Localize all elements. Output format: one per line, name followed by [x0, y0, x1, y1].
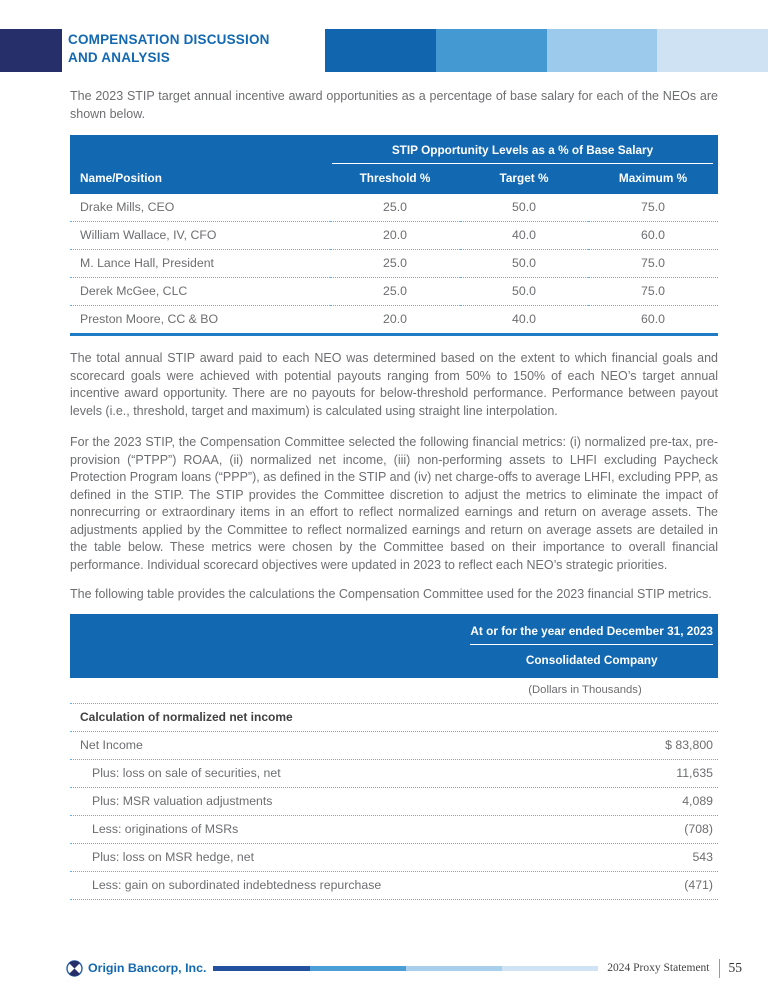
neo-name: William Wallace, IV, CFO [70, 221, 330, 250]
target-value: 40.0 [460, 305, 588, 336]
footer-bar-segment-medium [309, 965, 406, 971]
section-title: Calculation of normalized net income [80, 709, 293, 724]
table-row: Plus: MSR valuation adjustments 4,089 [70, 788, 718, 816]
stip-group-header: STIP Opportunity Levels as a % of Base S… [332, 143, 714, 164]
footer-bar-segment-light [405, 965, 503, 971]
stip-column-header-row: Name/Position Threshold % Target % Maxim… [70, 164, 719, 194]
stip-opportunity-table: STIP Opportunity Levels as a % of Base S… [70, 135, 719, 336]
footer-company-name: Origin Bancorp, Inc. [88, 961, 207, 975]
units-note: (Dollars in Thousands) [528, 683, 642, 696]
maximum-value: 75.0 [588, 277, 719, 306]
footer-document-label: 2024 Proxy Statement [607, 962, 710, 974]
threshold-value: 25.0 [330, 249, 460, 278]
page-header: COMPENSATION DISCUSSION AND ANALYSIS [0, 29, 768, 72]
table-row: M. Lance Hall, President 25.0 50.0 75.0 [70, 249, 719, 278]
table-row: Plus: loss on sale of securities, net 11… [70, 760, 718, 788]
header-gradient-bar [325, 29, 768, 72]
column-maximum: Maximum % [588, 164, 719, 194]
threshold-value: 25.0 [330, 194, 460, 222]
table-row: Net Income $ 83,800 [70, 732, 718, 760]
row-label: Less: gain on subordinated indebtedness … [92, 877, 382, 892]
navy-accent-block [0, 29, 62, 72]
footer-bar-segment-pale [502, 965, 599, 971]
threshold-value: 25.0 [330, 277, 460, 306]
empty-header-cell [70, 135, 330, 164]
row-label: Plus: loss on MSR hedge, net [92, 849, 254, 864]
threshold-value: 20.0 [330, 305, 460, 336]
column-name-position: Name/Position [70, 164, 330, 194]
normalized-net-income-table: At or for the year ended December 31, 20… [70, 613, 718, 900]
origin-bancorp-logo-icon [66, 959, 83, 977]
table-row: Plus: loss on MSR hedge, net 543 [70, 844, 718, 872]
target-value: 50.0 [460, 249, 588, 278]
company-header: Consolidated Company [525, 652, 658, 667]
row-value: 4,089 [682, 793, 713, 808]
maximum-value: 60.0 [588, 305, 719, 336]
units-note-row: (Dollars in Thousands) [70, 678, 718, 704]
bar-segment-light-blue [546, 29, 658, 72]
bar-segment-medium-blue [435, 29, 547, 72]
calc-table-header: At or for the year ended December 31, 20… [70, 613, 718, 678]
period-header: At or for the year ended December 31, 20… [470, 624, 713, 645]
maximum-value: 75.0 [588, 249, 719, 278]
paragraph-intro: The 2023 STIP target annual incentive aw… [70, 89, 718, 121]
target-value: 40.0 [460, 221, 588, 250]
row-value: 543 [692, 849, 713, 864]
calc-header-block: At or for the year ended December 31, 20… [470, 624, 713, 667]
footer-bar-segment-dark [213, 965, 310, 971]
page-title-line1: COMPENSATION DISCUSSION [68, 32, 270, 47]
row-value: $ 83,800 [665, 737, 713, 752]
row-value: (708) [684, 821, 713, 836]
row-value: (471) [684, 877, 713, 892]
maximum-value: 75.0 [588, 194, 719, 222]
bar-segment-pale-blue [657, 29, 768, 72]
table-row: Derek McGee, CLC 25.0 50.0 75.0 [70, 277, 719, 306]
row-value: 11,635 [676, 765, 713, 780]
stip-group-header-row: STIP Opportunity Levels as a % of Base S… [70, 135, 719, 164]
column-target: Target % [460, 164, 588, 194]
table-row: William Wallace, IV, CFO 20.0 40.0 60.0 [70, 221, 719, 250]
table-row: Drake Mills, CEO 25.0 50.0 75.0 [70, 194, 719, 222]
row-label: Net Income [80, 737, 143, 752]
row-label: Plus: MSR valuation adjustments [92, 793, 273, 808]
neo-name: M. Lance Hall, President [70, 249, 330, 278]
maximum-value: 60.0 [588, 221, 719, 250]
page-footer: Origin Bancorp, Inc. 2024 Proxy Statemen… [66, 958, 742, 978]
footer-gradient-bar [213, 965, 599, 971]
threshold-value: 20.0 [330, 221, 460, 250]
row-label: Plus: loss on sale of securities, net [92, 765, 281, 780]
neo-name: Drake Mills, CEO [70, 194, 330, 222]
page-title: COMPENSATION DISCUSSION AND ANALYSIS [68, 31, 270, 67]
target-value: 50.0 [460, 277, 588, 306]
paragraph-award-determination: The total annual STIP award paid to each… [70, 351, 718, 418]
page-title-line2: AND ANALYSIS [68, 49, 170, 65]
page-content: The 2023 STIP target annual incentive aw… [70, 88, 719, 900]
paragraph-financial-metrics: For the 2023 STIP, the Compensation Comm… [70, 435, 718, 572]
bar-segment-dark-blue [325, 29, 436, 72]
section-title-row: Calculation of normalized net income [70, 704, 718, 732]
neo-name: Preston Moore, CC & BO [70, 305, 330, 336]
table-row: Less: gain on subordinated indebtedness … [70, 872, 718, 900]
column-threshold: Threshold % [330, 164, 460, 194]
row-label: Less: originations of MSRs [92, 821, 239, 836]
table-row: Less: originations of MSRs (708) [70, 816, 718, 844]
footer-divider [718, 958, 720, 978]
target-value: 50.0 [460, 194, 588, 222]
paragraph-table-lead-in: The following table provides the calcula… [70, 587, 712, 601]
neo-name: Derek McGee, CLC [70, 277, 330, 306]
table-row: Preston Moore, CC & BO 20.0 40.0 60.0 [70, 305, 719, 336]
page-number: 55 [728, 960, 743, 975]
